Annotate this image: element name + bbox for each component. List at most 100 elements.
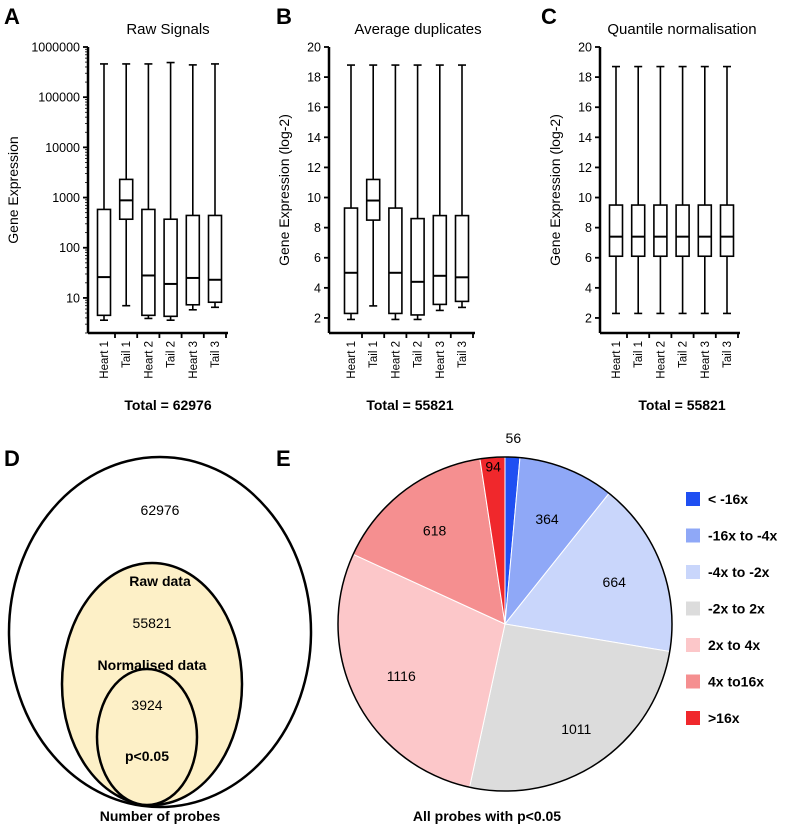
x-tick-label: Heart 2 xyxy=(655,341,667,379)
venn-label-normalised: Normalised data xyxy=(98,657,207,673)
venn-count-significant: 3924 xyxy=(131,697,162,713)
box-tail-3 xyxy=(719,65,735,315)
y-tick-label: 14 xyxy=(578,131,592,145)
y-tick-label: 1000 xyxy=(52,191,80,205)
box-iqr xyxy=(697,204,713,258)
chart-title: Raw Signals xyxy=(126,21,209,38)
legend-swatch xyxy=(686,492,700,506)
pie-slice-label: 618 xyxy=(423,523,447,539)
legend-item-16x-to-4x: -16x to -4x xyxy=(686,528,777,544)
legend-label: >16x xyxy=(708,710,740,726)
legend-item-4x-to16x: 4x to16x xyxy=(686,674,764,690)
legend-label: -16x to -4x xyxy=(708,528,777,544)
pie-chart-fold-change: 56 364 664 1011 1116 618 94 xyxy=(337,430,673,792)
box-iqr xyxy=(96,208,112,317)
venn-circle-significant xyxy=(95,667,199,807)
y-tick-label: 18 xyxy=(578,71,592,85)
pie-legend: < -16x -16x to -4x -4x to -2x -2x to 2x 2x t… xyxy=(686,491,777,726)
y-tick-label: 10 xyxy=(307,191,321,205)
box-iqr xyxy=(207,214,223,304)
legend-swatch xyxy=(686,638,700,652)
legend-swatch xyxy=(686,601,700,616)
venn-count-normalised: 55821 xyxy=(133,615,172,631)
legend-item-2x-to-4x: 2x to 4x xyxy=(686,637,760,653)
x-tick-label: Heart 3 xyxy=(188,341,200,379)
pie-slice-label: 94 xyxy=(485,458,501,474)
box-heart-2 xyxy=(653,65,668,315)
y-tick-label: 12 xyxy=(307,161,321,175)
x-tick-label: Heart 3 xyxy=(435,341,447,379)
boxplot-panel-quantile-normalisation: Quantile normalisation Gene Expression (l… xyxy=(547,21,757,413)
pie-slice-label: 1116 xyxy=(387,668,416,684)
box-tail-2 xyxy=(410,64,425,321)
panel-letter-e: E xyxy=(276,446,291,471)
box-iqr xyxy=(163,218,178,318)
chart-title: Quantile normalisation xyxy=(607,21,756,38)
total-label: Total = 62976 xyxy=(124,397,212,413)
y-tick-label: 1000000 xyxy=(31,41,80,55)
pie-slice-label: 1011 xyxy=(561,721,591,737)
y-tick-label: 16 xyxy=(578,101,592,115)
box-iqr xyxy=(343,207,359,315)
pie-slice-label: 56 xyxy=(506,430,522,446)
legend-label: -2x to 2x xyxy=(708,601,765,617)
y-tick-label: 6 xyxy=(314,251,321,265)
panel-letter-a: A xyxy=(4,4,20,29)
y-tick-label: 8 xyxy=(314,221,321,235)
y-tick-label: 20 xyxy=(307,41,321,55)
x-tick-label: Tail 1 xyxy=(121,341,133,368)
box-heart-3 xyxy=(697,65,713,315)
x-tick-label: Tail 3 xyxy=(210,341,222,368)
legend-swatch xyxy=(686,565,700,579)
y-tick-label: 10 xyxy=(578,191,592,205)
box-tail-1 xyxy=(118,63,134,307)
x-tick-label: Heart 3 xyxy=(700,341,712,379)
y-tick-label: 10 xyxy=(66,291,80,305)
box-iqr xyxy=(675,204,690,258)
y-tick-label: 16 xyxy=(307,101,321,115)
x-tick-label: Tail 3 xyxy=(457,341,469,368)
venn-label-raw: Raw data xyxy=(129,573,191,589)
y-tick-label: 2 xyxy=(585,311,592,325)
y-tick-label: 8 xyxy=(585,221,592,235)
venn-count-raw: 62976 xyxy=(141,502,180,518)
total-label: Total = 55821 xyxy=(638,397,726,413)
y-tick-label: 4 xyxy=(585,281,592,295)
y-tick-label: 4 xyxy=(314,281,321,295)
x-tick-label: Tail 2 xyxy=(166,341,178,368)
box-iqr xyxy=(719,204,735,258)
box-tail-3 xyxy=(207,63,223,309)
x-tick-label: Heart 2 xyxy=(390,341,402,379)
x-tick-label: Tail 1 xyxy=(633,341,645,368)
x-tick-label: Heart 1 xyxy=(611,341,623,379)
legend-item-2x-to-2x: -2x to 2x xyxy=(686,601,765,617)
venn-label-significant: p<0.05 xyxy=(125,748,169,764)
y-tick-label: 100 xyxy=(59,241,80,255)
box-iqr xyxy=(410,217,425,316)
box-iqr xyxy=(388,207,403,315)
legend-label: -4x to -2x xyxy=(708,564,770,580)
box-tail-2 xyxy=(675,65,690,315)
legend-swatch xyxy=(686,528,700,543)
box-heart-1 xyxy=(343,64,359,321)
box-iqr xyxy=(608,204,624,258)
panel-letter-d: D xyxy=(4,446,20,471)
box-heart-3 xyxy=(432,64,448,312)
box-heart-2 xyxy=(388,64,403,321)
legend-item-16x: < -16x xyxy=(686,491,748,507)
box-iqr xyxy=(653,204,668,258)
pie-caption: All probes with p<0.05 xyxy=(413,808,561,824)
pie-outline xyxy=(337,456,673,792)
panel-letter-c: C xyxy=(541,4,557,29)
x-tick-label: Tail 3 xyxy=(722,341,734,368)
box-iqr xyxy=(630,204,646,258)
box-tail-1 xyxy=(365,64,381,307)
x-tick-label: Heart 2 xyxy=(143,341,155,379)
box-iqr xyxy=(118,178,134,221)
y-tick-label: 6 xyxy=(585,251,592,265)
box-iqr xyxy=(141,208,156,317)
total-label: Total = 55821 xyxy=(366,397,454,413)
x-tick-label: Tail 2 xyxy=(678,341,690,368)
legend-item-4x-to-2x: -4x to -2x xyxy=(686,564,770,580)
